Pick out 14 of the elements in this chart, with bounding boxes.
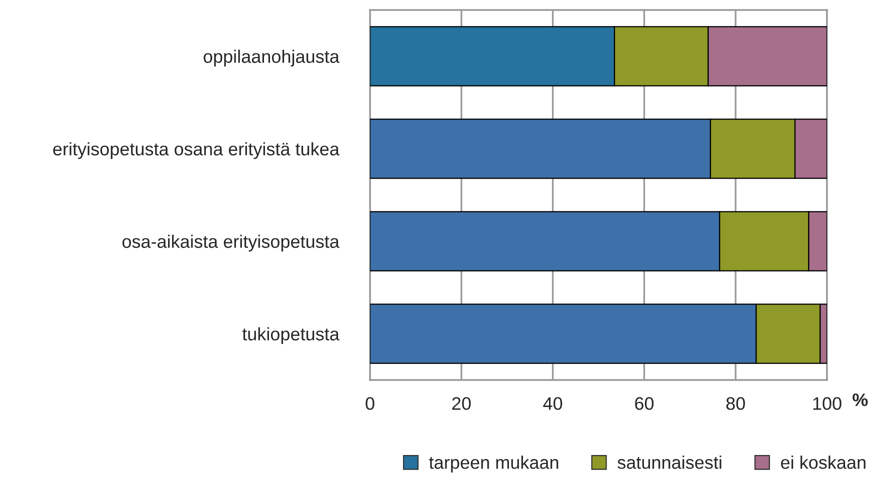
x-tick-label: 0 (366, 397, 374, 410)
x-axis-title: % (852, 393, 868, 406)
y-tick-label: oppilaanohjausta (204, 50, 340, 67)
x-tick-label: 40 (543, 397, 562, 410)
x-tick-label: 60 (635, 397, 654, 410)
x-tick-label: 100 (813, 397, 842, 410)
x-tick-label: 20 (452, 397, 471, 410)
y-tick-label: osa-aikaista erityisopetusta (122, 234, 340, 252)
x-tick-label: 80 (726, 397, 745, 410)
legend-label: satunnaisesti (618, 456, 722, 469)
y-tick-label: erityisopetusta osana erityistä tukea (53, 142, 340, 160)
legend-label: ei koskaan (781, 456, 866, 469)
legend-label: tarpeen mukaan (429, 456, 558, 472)
y-tick-label: tukiopetusta (242, 327, 340, 344)
